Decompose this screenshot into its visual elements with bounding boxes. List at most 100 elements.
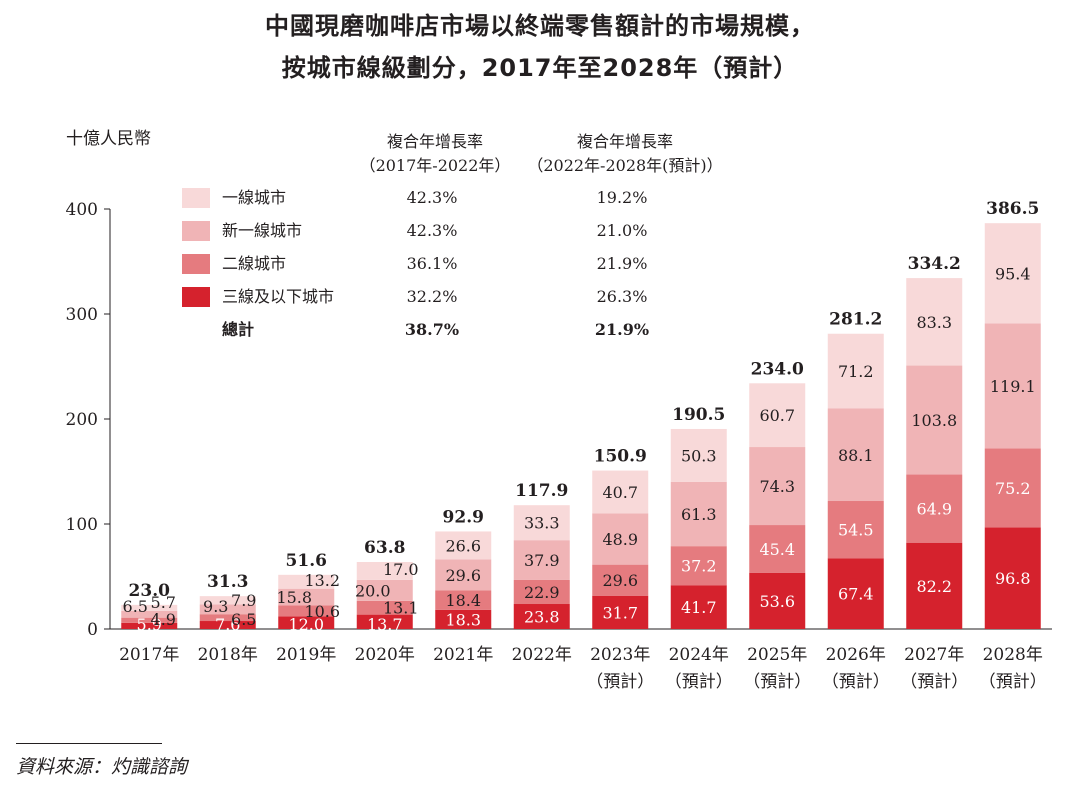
x-tick-sublabel: （預計） (586, 672, 654, 692)
bar-segment (749, 525, 806, 573)
segment-value-label: 60.7 (759, 406, 795, 425)
bar-total-label: 234.0 (751, 359, 804, 379)
source-divider (16, 743, 162, 744)
bar-segment (356, 614, 413, 629)
segment-value-label: 5.7 (151, 593, 176, 612)
x-tick-sublabel: （預計） (665, 672, 733, 692)
segment-value-label: 23.8 (524, 608, 560, 627)
bar-segment (356, 562, 413, 580)
bar-segment (278, 574, 335, 589)
bar-segment (906, 365, 963, 475)
bar-segment (121, 610, 178, 618)
segment-value-label: 33.3 (524, 514, 560, 533)
cagr-header-2017-2022: 複合年增長率 （2017年-2022年） (355, 130, 515, 178)
bar-segment (435, 559, 492, 591)
bar-segment (670, 481, 727, 547)
x-tick-label: 2019年 (276, 645, 336, 665)
x-tick-sublabel: （預計） (900, 672, 968, 692)
bar-segment (513, 505, 570, 541)
y-tick-label: 100 (66, 515, 98, 535)
bar-total-label: 334.2 (908, 254, 961, 274)
x-tick-label: 2024年 (669, 645, 729, 665)
segment-value-label: 15.8 (276, 588, 312, 607)
bar-segment (513, 540, 570, 580)
bar-segment (984, 527, 1041, 629)
legend-cagr-2022-2028: 21.0% (596, 221, 648, 240)
bar-segment (121, 617, 178, 623)
bar-segment (984, 323, 1041, 449)
bar-segment (749, 447, 806, 526)
bar-segment (435, 609, 492, 629)
x-tick-label: 2017年 (119, 645, 179, 665)
x-tick-label: 2021年 (433, 645, 493, 665)
x-tick-label: 2027年 (904, 645, 964, 665)
bar-total-label: 31.3 (207, 572, 248, 592)
bar-segment (906, 542, 963, 629)
bar-segment (906, 474, 963, 543)
x-tick-label: 2026年 (826, 645, 886, 665)
bar-segment (121, 622, 178, 629)
segment-value-label: 45.4 (759, 540, 795, 559)
segment-value-label: 74.3 (759, 477, 795, 496)
bar-segment (278, 616, 335, 629)
legend-label: 一線城市 (222, 188, 287, 207)
segment-value-label: 64.9 (916, 500, 952, 519)
segment-value-label: 5.9 (137, 615, 162, 634)
bar-segment (670, 546, 727, 586)
chart-title-line1: 中國現磨咖啡店市場以終端零售額計的市場規模， (265, 12, 815, 40)
segment-value-label: 53.6 (759, 592, 795, 611)
x-tick-sublabel: （預計） (743, 672, 811, 692)
y-tick-label: 200 (66, 410, 98, 430)
bar-total-label: 386.5 (986, 199, 1039, 219)
bar-segment (592, 513, 649, 565)
y-axis-unit-label: 十億人民幣 (66, 129, 151, 149)
segment-value-label: 7.6 (215, 615, 240, 634)
bar-segment (592, 564, 649, 596)
x-tick-label: 2025年 (747, 645, 807, 665)
source-note: 資料來源：灼識諮詢 (16, 756, 188, 778)
bar-segment (827, 558, 884, 629)
bar-total-label: 190.5 (672, 405, 725, 425)
segment-value-label: 29.6 (602, 571, 638, 590)
segment-value-label: 4.9 (151, 610, 176, 629)
cagr-header-period: （2017年-2022年） (359, 156, 511, 175)
legend-cagr-2017-2022: 32.2% (406, 287, 458, 306)
x-tick-sublabel: （預計） (979, 672, 1047, 692)
segment-value-label: 31.7 (602, 603, 638, 622)
legend-swatch (182, 287, 210, 307)
bar-segment (513, 579, 570, 605)
x-tick-sublabel: （預計） (822, 672, 890, 692)
bar-segment (984, 223, 1041, 324)
bar-segment (749, 383, 806, 448)
segment-value-label: 12.0 (288, 615, 324, 634)
bar-total-label: 117.9 (515, 481, 568, 501)
segment-value-label: 41.7 (681, 598, 717, 617)
segment-value-label: 18.3 (445, 610, 481, 629)
segment-value-label: 61.3 (681, 505, 717, 524)
bar-total-label: 150.9 (594, 447, 647, 467)
segment-value-label: 26.6 (445, 536, 481, 555)
bar-segment (435, 590, 492, 610)
bar-segment (278, 605, 335, 617)
bar-total-label: 23.0 (129, 581, 171, 601)
legend-total-cagr-2022-2028: 21.9% (594, 320, 650, 339)
segment-value-label: 96.8 (995, 569, 1031, 588)
segment-value-label: 67.4 (838, 585, 874, 604)
segment-value-label: 119.1 (990, 377, 1036, 396)
legend-total-label: 總計 (222, 320, 255, 339)
legend-label: 新一線城市 (222, 221, 303, 240)
bar-segment (199, 614, 256, 622)
bar-segment (670, 585, 727, 629)
legend-swatch (182, 254, 210, 274)
segment-value-label: 13.1 (383, 599, 419, 618)
x-tick-label: 2020年 (355, 645, 415, 665)
y-tick-label: 0 (87, 620, 98, 640)
legend-label: 二線城市 (222, 254, 287, 273)
x-tick-label: 2022年 (512, 645, 572, 665)
bar-segment (906, 278, 963, 366)
segment-value-label: 50.3 (681, 446, 717, 465)
bar-segment (513, 604, 570, 629)
cagr-header-2022-2028: 複合年增長率 （2022年-2028年(預計)） (520, 130, 730, 178)
legend-total-cagr-2017-2022: 38.7% (404, 320, 460, 339)
